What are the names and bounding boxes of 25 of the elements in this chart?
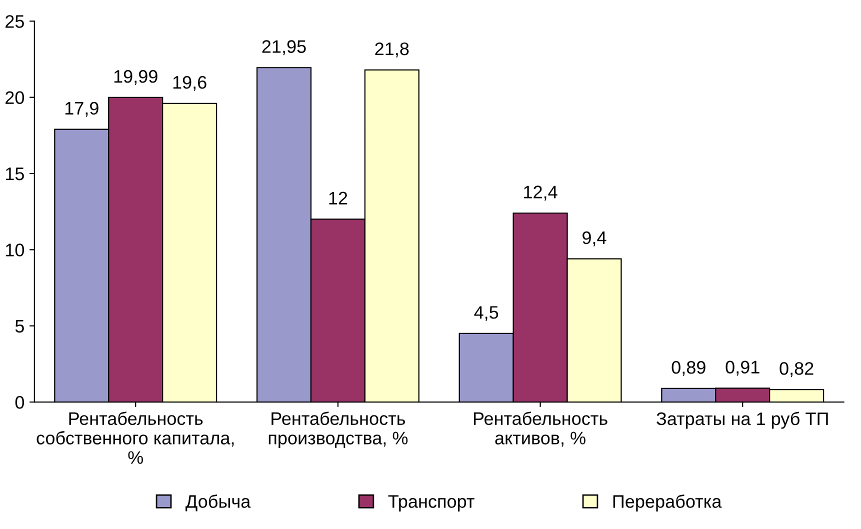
data-label: 17,9 [65, 102, 98, 117]
y-tick-label: 20 [6, 91, 24, 104]
data-label: 21,8 [375, 42, 409, 58]
data-label: 21,95 [262, 40, 306, 56]
data-label: 0,89 [672, 361, 706, 376]
data-label: 0,82 [780, 362, 814, 377]
data-label: 19,99 [114, 70, 158, 85]
data-label: 12,4 [524, 186, 558, 201]
x-tick-label: Затраты на 1 руб ТП [656, 412, 828, 429]
data-label: 19,6 [173, 76, 206, 91]
legend-label: Добыча [186, 494, 251, 512]
data-label: 0,91 [726, 360, 760, 376]
legend-label: Транспорт [388, 495, 474, 512]
data-label: 4,5 [474, 306, 498, 321]
x-tick-label: Рентабельность активов, % [474, 412, 608, 447]
y-tick-label: 25 [6, 15, 24, 28]
legend-label: Переработка [613, 494, 722, 512]
data-label: 9,4 [582, 231, 606, 246]
x-tick-label: Рентабельность собственного капитала, % [36, 412, 234, 464]
y-tick-label: 10 [6, 244, 24, 256]
y-tick-label: 5 [15, 320, 24, 333]
y-tick-label: 0 [15, 396, 24, 409]
y-tick-label: 15 [6, 168, 24, 180]
x-tick-label: Рентабельность производства, % [268, 412, 408, 448]
data-label: 12 [329, 192, 348, 204]
